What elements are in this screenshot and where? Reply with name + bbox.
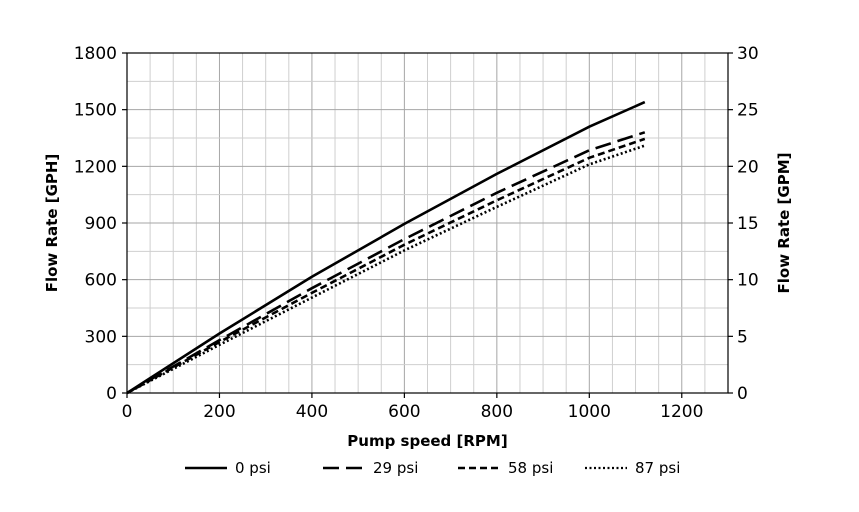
y2-tick-label: 5 <box>737 327 748 347</box>
y-axis-label: Flow Rate [GPH] <box>43 154 61 293</box>
x-tick-label: 0 <box>122 402 133 422</box>
legend-label: 58 psi <box>508 459 553 477</box>
x-tick-label: 200 <box>203 402 235 422</box>
legend-label: 29 psi <box>373 459 418 477</box>
y-tick-labels: 0 300 600 900 1200 1500 1800 <box>74 44 117 404</box>
legend-label: 0 psi <box>235 459 271 477</box>
y-tick-label: 1800 <box>74 44 117 64</box>
x-tick-label: 1200 <box>660 402 703 422</box>
y2-tick-labels: 0 5 10 15 20 25 30 <box>737 44 759 404</box>
y-tick-label: 1500 <box>74 101 117 121</box>
y2-tick-label: 20 <box>737 157 759 177</box>
y2-tick-label: 15 <box>737 214 759 234</box>
series-line-2 <box>126 131 646 395</box>
x-tick-label: 800 <box>481 402 513 422</box>
legend-label: 87 psi <box>635 459 680 477</box>
y2-tick-label: 0 <box>737 384 748 404</box>
series-line-1 <box>126 100 646 395</box>
legend: 0 psi 29 psi 58 psi 87 psi <box>185 459 680 477</box>
series-lines <box>126 100 646 395</box>
x-tick-labels: 0 200 400 600 800 1000 1200 <box>122 402 704 422</box>
y2-axis-label: Flow Rate [GPM] <box>775 153 793 294</box>
series-line-4 <box>126 144 646 395</box>
y2-tick-label: 25 <box>737 101 759 121</box>
x-tick-label: 1000 <box>568 402 611 422</box>
y2-tick-label: 10 <box>737 271 759 291</box>
y-tick-label: 900 <box>85 214 117 234</box>
x-axis-label: Pump speed [RPM] <box>347 432 507 450</box>
x-tick-label: 400 <box>296 402 328 422</box>
x-tick-label: 600 <box>388 402 420 422</box>
y-tick-label: 600 <box>85 271 117 291</box>
y-tick-label: 0 <box>106 384 117 404</box>
y2-tick-label: 30 <box>737 44 759 64</box>
y-tick-label: 1200 <box>74 157 117 177</box>
series-line-3 <box>126 137 646 395</box>
tick-marks <box>122 52 733 398</box>
y-tick-label: 300 <box>85 327 117 347</box>
